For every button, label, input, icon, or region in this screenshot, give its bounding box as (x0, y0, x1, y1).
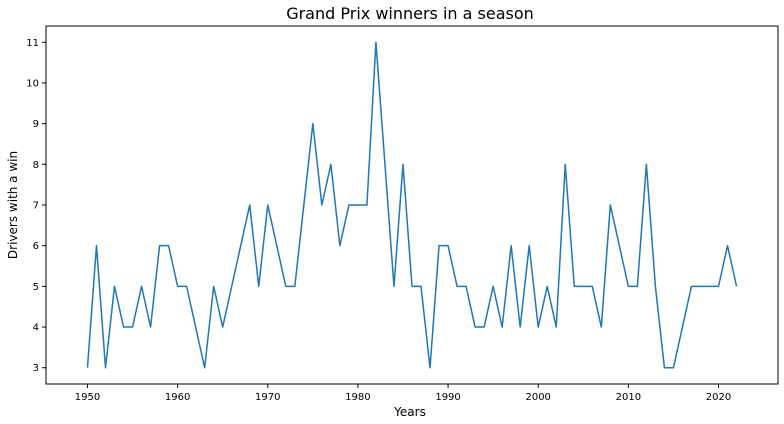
ticks-layer: 1950 1960 1970 1980 1990 2000 2010 2020 3 4 5 6 7 8 9 1… (26, 38, 731, 403)
y-tick-label: 6 (33, 241, 39, 252)
x-tick-label: 1970 (255, 392, 280, 403)
chart-title: Grand Prix winners in a season (286, 4, 534, 23)
y-tick-label: 7 (33, 201, 39, 212)
y-tick-label: 11 (26, 38, 39, 49)
y-tick-label: 5 (33, 282, 39, 293)
y-tick-label: 3 (33, 363, 39, 374)
y-axis-label: Drivers with a win (6, 151, 20, 259)
y-tick-label: 10 (26, 78, 39, 89)
y-tick-label: 9 (33, 119, 39, 130)
x-tick-label: 1950 (75, 392, 100, 403)
x-tick-label: 2020 (706, 392, 731, 403)
y-tick-label: 8 (33, 160, 39, 171)
x-axis-label: Years (393, 405, 426, 419)
x-tick-label: 1990 (435, 392, 460, 403)
x-tick-label: 2010 (616, 392, 641, 403)
y-tick-label: 4 (33, 323, 39, 334)
series-line (86, 41, 738, 369)
plot-frame (45, 25, 779, 385)
x-tick-label: 1980 (345, 392, 370, 403)
x-tick-label: 2000 (525, 392, 550, 403)
x-tick-label: 1960 (165, 392, 190, 403)
